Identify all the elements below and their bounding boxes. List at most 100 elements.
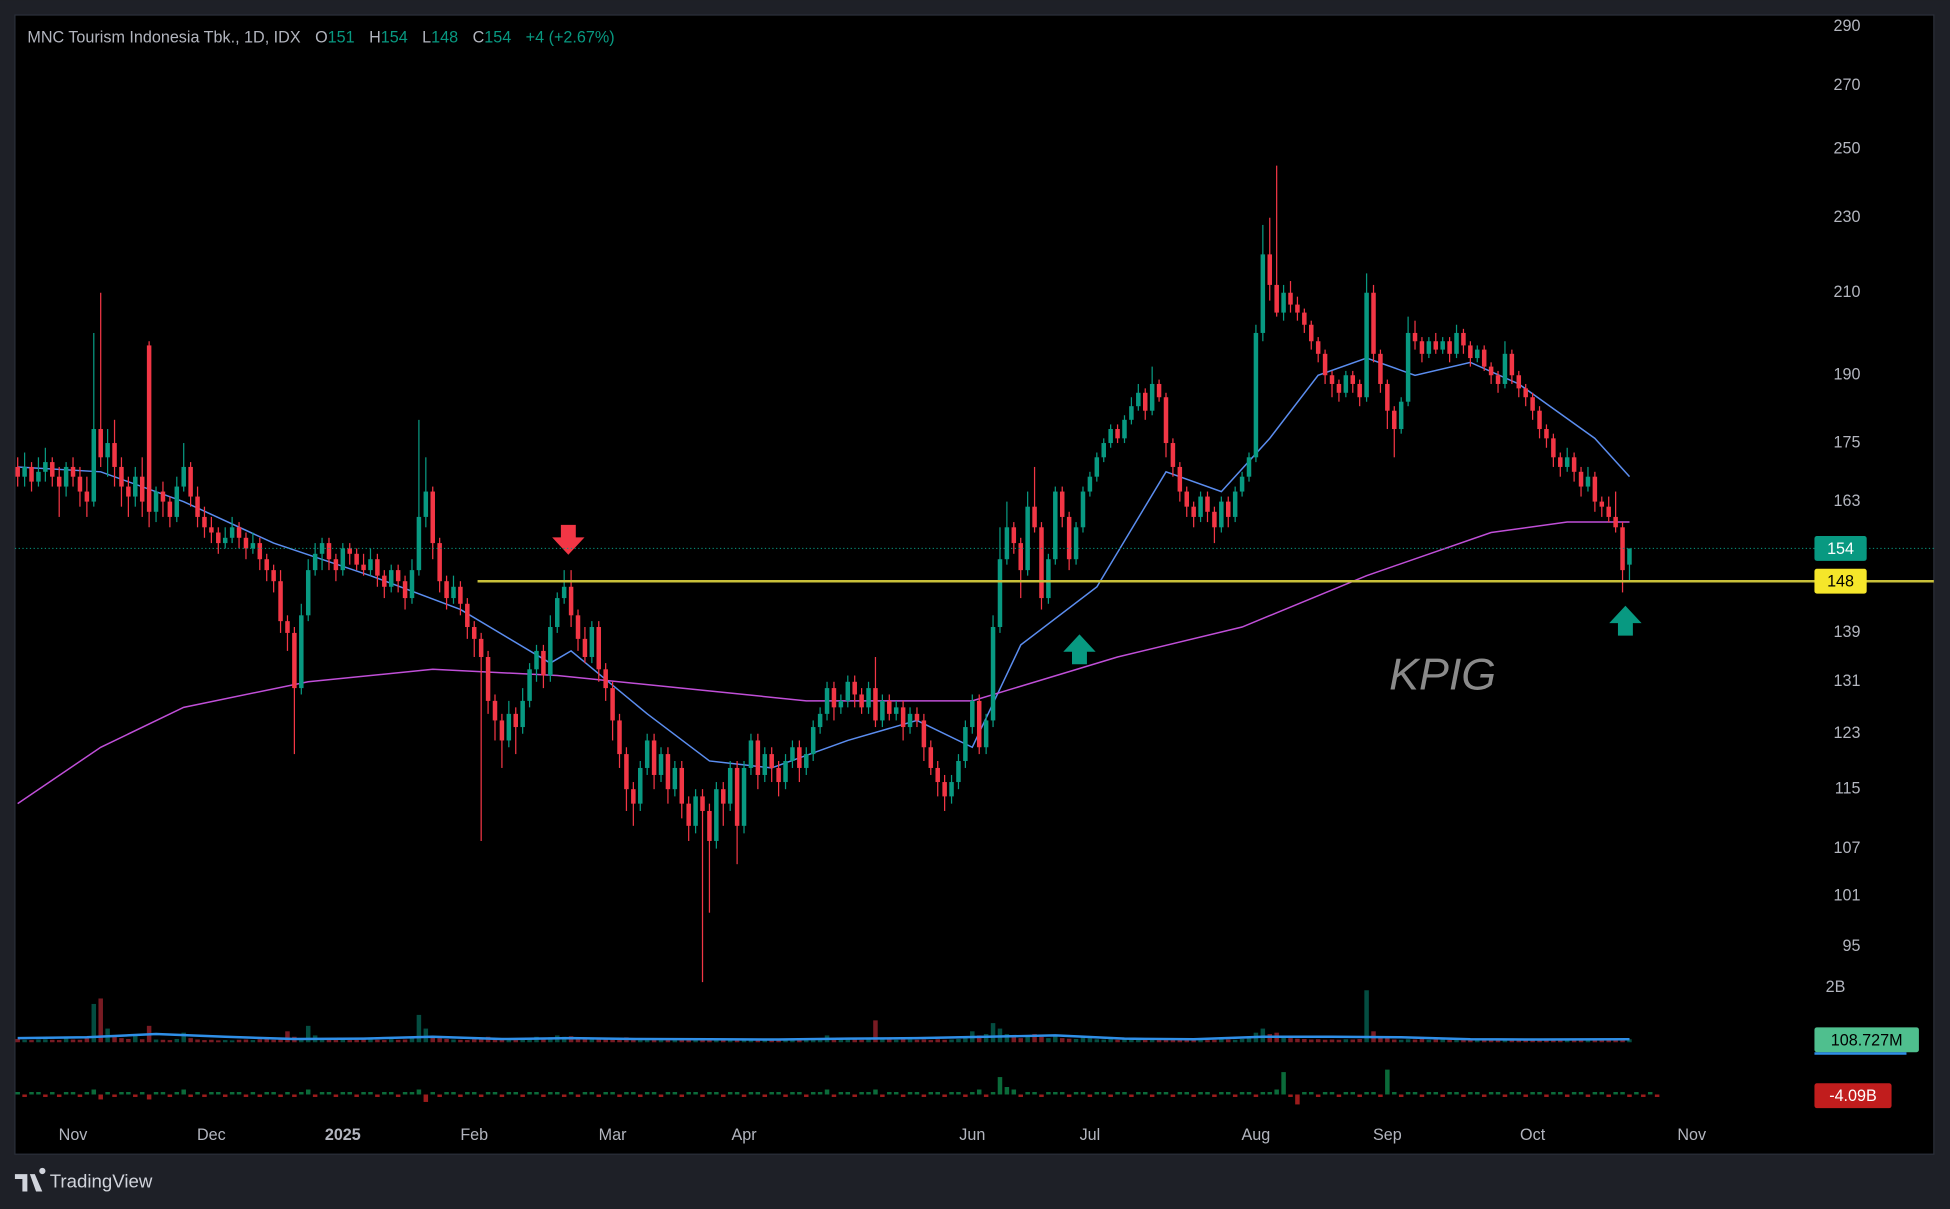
- candle-body: [492, 700, 498, 721]
- candle-body: [555, 598, 560, 628]
- volume-bar: [1205, 1040, 1210, 1043]
- volume-bar: [651, 1039, 657, 1043]
- candle-body: [658, 754, 664, 775]
- y-tick-label: 107: [1833, 839, 1860, 857]
- candle-body: [188, 466, 193, 497]
- indicator-bar: [638, 1094, 643, 1097]
- candle-body: [1412, 332, 1418, 342]
- volume-bar: [1039, 1036, 1044, 1043]
- candle-body: [845, 681, 851, 701]
- up-arrow: [1609, 605, 1642, 636]
- volume-bar: [575, 1038, 581, 1043]
- indicator-bar: [444, 1092, 449, 1095]
- volume-bar: [492, 1038, 498, 1043]
- indicator-bar: [409, 1092, 415, 1095]
- indicator-bar: [382, 1092, 387, 1095]
- volume-bar: [319, 1038, 325, 1043]
- indicator-bar: [202, 1094, 207, 1097]
- indicator-bar: [1219, 1092, 1224, 1095]
- candle-body: [1302, 312, 1307, 325]
- indicator-bar: [548, 1092, 553, 1095]
- indicator-bar: [63, 1092, 69, 1095]
- volume-bar: [1281, 1036, 1286, 1043]
- indicator-bar: [430, 1092, 435, 1095]
- indicator-bar: [776, 1092, 781, 1095]
- indicator-bar: [617, 1094, 622, 1097]
- candle-body: [1447, 341, 1452, 354]
- candle-body: [651, 740, 657, 775]
- volume-bar: [1288, 1038, 1293, 1043]
- indicator-bar: [1149, 1094, 1155, 1097]
- candle-body: [810, 727, 816, 755]
- volume-bar: [665, 1039, 671, 1043]
- candle-body: [361, 564, 366, 571]
- indicator-bar: [416, 1089, 422, 1095]
- indicator-bar: [119, 1092, 124, 1095]
- candle-body: [292, 632, 297, 689]
- volume-bar: [222, 1040, 228, 1043]
- volume-bar: [50, 1039, 55, 1043]
- candle-body: [133, 476, 138, 497]
- volume-bar: [444, 1038, 449, 1043]
- volume-bar: [1606, 1039, 1611, 1043]
- candle-body: [970, 700, 975, 728]
- candle-body: [1364, 292, 1369, 398]
- volume-bar: [264, 1038, 269, 1043]
- volume-bar: [527, 1038, 532, 1043]
- candle-body: [638, 767, 643, 804]
- volume-bar: [209, 1039, 214, 1043]
- candle-body: [153, 491, 159, 512]
- volume-bar: [942, 1039, 947, 1043]
- indicator-bar: [755, 1092, 761, 1095]
- candle-body: [1032, 506, 1037, 528]
- candle-body: [1212, 511, 1217, 528]
- indicator-bar: [714, 1092, 719, 1095]
- candle-body: [444, 581, 449, 599]
- volume-bar: [1115, 1039, 1120, 1043]
- indicator-bar: [935, 1092, 940, 1095]
- indicator-bar: [555, 1092, 560, 1095]
- last-price-label: 154: [1827, 540, 1854, 558]
- volume-bar: [762, 1039, 768, 1043]
- volume-bar: [1149, 1039, 1155, 1043]
- candle-body: [1537, 410, 1542, 430]
- volume-bar: [112, 1036, 117, 1043]
- indicator-bar: [1336, 1094, 1342, 1097]
- candle-body: [1509, 353, 1515, 376]
- indicator-bar: [292, 1094, 297, 1097]
- volume-bar: [195, 1039, 200, 1043]
- volume-bar: [686, 1038, 691, 1043]
- volume-bar: [603, 1038, 608, 1043]
- candle-body: [1620, 527, 1625, 571]
- candle-body: [963, 727, 968, 761]
- indicator-bar: [859, 1092, 864, 1095]
- candle-body: [1502, 353, 1508, 384]
- candle-body: [1156, 383, 1162, 398]
- volume-bar: [1613, 1038, 1618, 1043]
- indicator-bar: [56, 1094, 62, 1097]
- volume-bar: [1385, 1038, 1390, 1043]
- candle-body: [1288, 292, 1293, 305]
- indicator-bar: [1253, 1094, 1259, 1097]
- legend-key: L: [422, 29, 431, 47]
- candle-body: [520, 700, 525, 728]
- volume-bar: [769, 1040, 774, 1043]
- indicator-bar: [160, 1092, 166, 1095]
- candle-body: [285, 621, 290, 633]
- candle-body: [243, 537, 249, 549]
- candle-body: [866, 688, 871, 708]
- indicator-bar: [700, 1094, 705, 1097]
- indicator-bar: [209, 1092, 214, 1095]
- candle-body: [1191, 506, 1196, 517]
- indicator-bar: [492, 1092, 498, 1095]
- x-tick-label: Apr: [731, 1126, 757, 1144]
- up-arrow: [1063, 634, 1096, 665]
- volume-bar: [810, 1039, 816, 1043]
- indicator-bar: [388, 1092, 394, 1095]
- volume-bar: [921, 1039, 927, 1043]
- y-tick-label: 95: [1842, 937, 1860, 955]
- indicator-bar: [1564, 1094, 1570, 1097]
- volume-bar: [1136, 1038, 1141, 1043]
- candle-body: [1627, 548, 1632, 565]
- candle-body: [1606, 506, 1611, 517]
